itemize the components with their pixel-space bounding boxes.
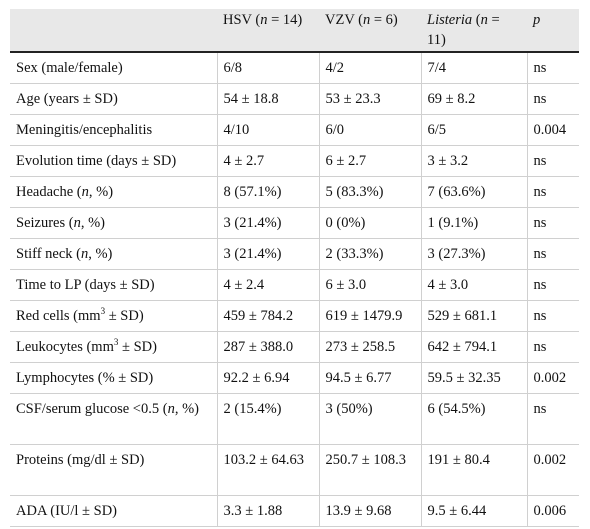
row-label: Sex (male/female) xyxy=(10,52,218,84)
cell-hsv: 6/8 xyxy=(217,52,320,84)
comparison-table: HSV (n = 14) VZV (n = 6) Listeria (n = 1… xyxy=(10,9,579,527)
cell-hsv: 459 ± 784.2 xyxy=(217,300,320,332)
cell-hsv: 3 (21.4%) xyxy=(217,238,320,270)
row-label: Seizures (n, %) xyxy=(10,207,218,239)
cell-vzv: 6 ± 2.7 xyxy=(319,145,422,177)
cell-listeria: 6/5 xyxy=(421,114,528,146)
row-label: Proteins (mg/dl ± SD) xyxy=(10,444,218,496)
cell-listeria: 642 ± 794.1 xyxy=(421,331,528,363)
table-row: Red cells (mm3 ± SD) 459 ± 784.2 619 ± 1… xyxy=(10,300,579,332)
cell-vzv: 5 (83.3%) xyxy=(319,176,422,208)
table-row: Lymphocytes (% ± SD) 92.2 ± 6.94 94.5 ± … xyxy=(10,362,579,394)
row-label: Meningitis/encephalitis xyxy=(10,114,218,146)
cell-hsv: 54 ± 18.8 xyxy=(217,83,320,115)
cell-vzv: 2 (33.3%) xyxy=(319,238,422,270)
header-vzv: VZV (n = 6) xyxy=(319,9,421,53)
header-row: HSV (n = 14) VZV (n = 6) Listeria (n = 1… xyxy=(10,9,579,53)
cell-listeria: 4 ± 3.0 xyxy=(421,269,528,301)
header-p: p xyxy=(527,9,579,53)
cell-hsv: 2 (15.4%) xyxy=(217,393,320,445)
cell-hsv: 4 ± 2.7 xyxy=(217,145,320,177)
header-empty xyxy=(10,9,217,53)
row-label: Lymphocytes (% ± SD) xyxy=(10,362,218,394)
cell-hsv: 287 ± 388.0 xyxy=(217,331,320,363)
cell-vzv: 273 ± 258.5 xyxy=(319,331,422,363)
table-row: Headache (n, %) 8 (57.1%) 5 (83.3%) 7 (6… xyxy=(10,176,579,208)
table-row: Evolution time (days ± SD) 4 ± 2.7 6 ± 2… xyxy=(10,145,579,177)
cell-p: ns xyxy=(527,207,579,239)
cell-listeria: 3 (27.3%) xyxy=(421,238,528,270)
cell-listeria: 1 (9.1%) xyxy=(421,207,528,239)
row-label: Red cells (mm3 ± SD) xyxy=(10,300,218,332)
cell-hsv: 8 (57.1%) xyxy=(217,176,320,208)
row-label: Headache (n, %) xyxy=(10,176,218,208)
cell-p: ns xyxy=(527,331,579,363)
cell-p: 0.004 xyxy=(527,114,579,146)
row-label: Leukocytes (mm3 ± SD) xyxy=(10,331,218,363)
table-row: Time to LP (days ± SD) 4 ± 2.4 6 ± 3.0 4… xyxy=(10,269,579,301)
table-row: Stiff neck (n, %) 3 (21.4%) 2 (33.3%) 3 … xyxy=(10,238,579,270)
header-hsv: HSV (n = 14) xyxy=(217,9,319,53)
cell-hsv: 3.3 ± 1.88 xyxy=(217,495,320,527)
cell-vzv: 94.5 ± 6.77 xyxy=(319,362,422,394)
cell-hsv: 3 (21.4%) xyxy=(217,207,320,239)
cell-p: 0.002 xyxy=(527,362,579,394)
cell-listeria: 69 ± 8.2 xyxy=(421,83,528,115)
cell-vzv: 619 ± 1479.9 xyxy=(319,300,422,332)
row-label: ADA (IU/l ± SD) xyxy=(10,495,218,527)
cell-vzv: 13.9 ± 9.68 xyxy=(319,495,422,527)
table-row: Meningitis/encephalitis 4/10 6/0 6/5 0.0… xyxy=(10,114,579,146)
table-row: Proteins (mg/dl ± SD) 103.2 ± 64.63 250.… xyxy=(10,444,579,496)
cell-p: ns xyxy=(527,300,579,332)
cell-vzv: 3 (50%) xyxy=(319,393,422,445)
cell-vzv: 6/0 xyxy=(319,114,422,146)
cell-listeria: 7 (63.6%) xyxy=(421,176,528,208)
cell-p: ns xyxy=(527,269,579,301)
row-label: CSF/serum glucose <0.5 (n, %) xyxy=(10,393,218,445)
table-row: ADA (IU/l ± SD) 3.3 ± 1.88 13.9 ± 9.68 9… xyxy=(10,495,579,527)
cell-listeria: 7/4 xyxy=(421,52,528,84)
cell-p: 0.002 xyxy=(527,444,579,496)
header-listeria: Listeria (n = 11) xyxy=(421,9,527,53)
cell-listeria: 529 ± 681.1 xyxy=(421,300,528,332)
cell-listeria: 191 ± 80.4 xyxy=(421,444,528,496)
cell-vzv: 6 ± 3.0 xyxy=(319,269,422,301)
table-row: CSF/serum glucose <0.5 (n, %) 2 (15.4%) … xyxy=(10,393,579,445)
cell-p: ns xyxy=(527,176,579,208)
row-label: Age (years ± SD) xyxy=(10,83,218,115)
table-body: Sex (male/female) 6/8 4/2 7/4 ns Age (ye… xyxy=(10,52,579,527)
row-label: Evolution time (days ± SD) xyxy=(10,145,218,177)
cell-vzv: 0 (0%) xyxy=(319,207,422,239)
cell-p: 0.006 xyxy=(527,495,579,527)
cell-p: ns xyxy=(527,52,579,84)
cell-vzv: 250.7 ± 108.3 xyxy=(319,444,422,496)
cell-vzv: 53 ± 23.3 xyxy=(319,83,422,115)
cell-p: ns xyxy=(527,238,579,270)
cell-hsv: 92.2 ± 6.94 xyxy=(217,362,320,394)
cell-hsv: 103.2 ± 64.63 xyxy=(217,444,320,496)
cell-hsv: 4 ± 2.4 xyxy=(217,269,320,301)
row-label: Stiff neck (n, %) xyxy=(10,238,218,270)
cell-listeria: 6 (54.5%) xyxy=(421,393,528,445)
table-row: Age (years ± SD) 54 ± 18.8 53 ± 23.3 69 … xyxy=(10,83,579,115)
cell-listeria: 9.5 ± 6.44 xyxy=(421,495,528,527)
table-row: Sex (male/female) 6/8 4/2 7/4 ns xyxy=(10,52,579,84)
row-label: Time to LP (days ± SD) xyxy=(10,269,218,301)
table-row: Leukocytes (mm3 ± SD) 287 ± 388.0 273 ± … xyxy=(10,331,579,363)
cell-p: ns xyxy=(527,83,579,115)
cell-vzv: 4/2 xyxy=(319,52,422,84)
cell-listeria: 3 ± 3.2 xyxy=(421,145,528,177)
cell-p: ns xyxy=(527,393,579,445)
table-row: Seizures (n, %) 3 (21.4%) 0 (0%) 1 (9.1%… xyxy=(10,207,579,239)
cell-listeria: 59.5 ± 32.35 xyxy=(421,362,528,394)
cell-p: ns xyxy=(527,145,579,177)
table-header: HSV (n = 14) VZV (n = 6) Listeria (n = 1… xyxy=(10,9,579,53)
cell-hsv: 4/10 xyxy=(217,114,320,146)
